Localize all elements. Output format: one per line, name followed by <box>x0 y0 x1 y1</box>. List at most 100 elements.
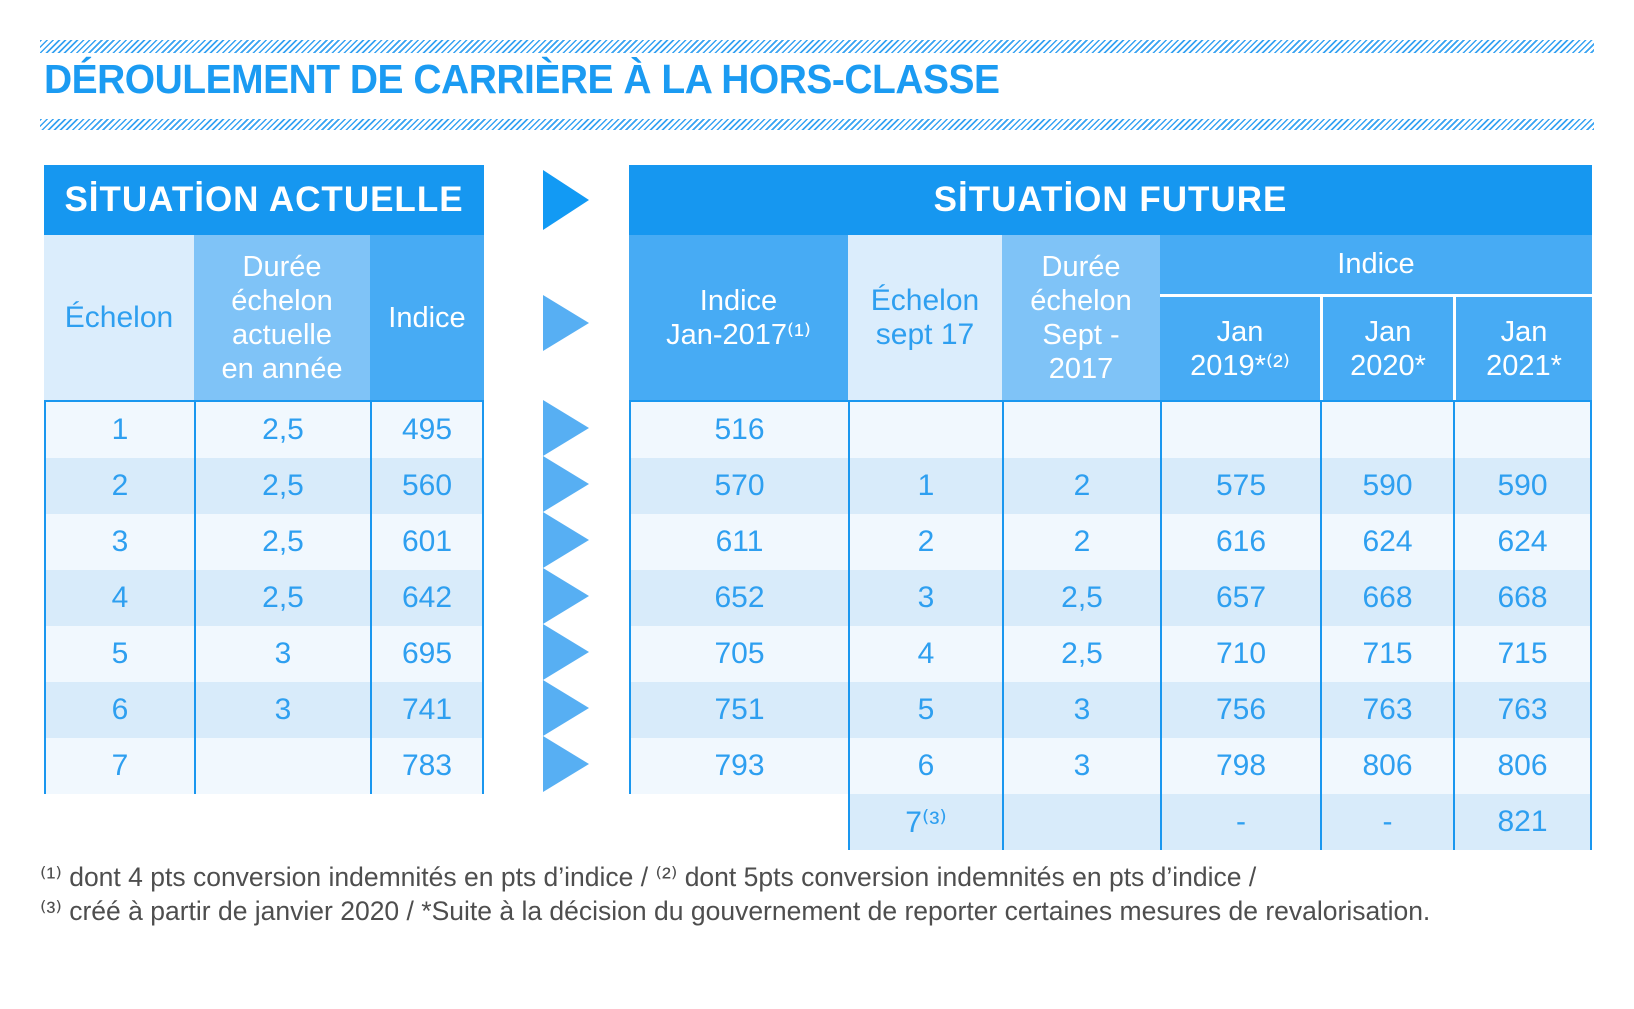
col-header-duree-sept-2017: Durée échelon Sept - 2017 <box>1002 235 1160 400</box>
table-cell: 695 <box>370 626 484 682</box>
current-situation-rows: 1 2,5 495 2 2,5 560 3 2,5 601 4 2,5 642 5 3 695 6 3 741 7 7… <box>44 400 484 794</box>
table-cell: 657 <box>1160 570 1320 626</box>
col-header-echelon: Échelon <box>44 235 194 400</box>
table-cell: 2 <box>44 458 194 514</box>
arrows-column <box>543 165 589 848</box>
table-cell: 652 <box>629 570 848 626</box>
table-row: 652 3 2,5 657 668 668 <box>629 570 1592 626</box>
table-cell: 616 <box>1160 514 1320 570</box>
col-header-echelon-sept-17: Échelon sept 17 <box>848 235 1002 400</box>
col-header-indice: Indice <box>370 235 484 400</box>
table-cell: 7⁽³⁾ <box>848 794 1002 850</box>
table-cell: 705 <box>629 626 848 682</box>
table-cell: 751 <box>629 682 848 738</box>
table-cell <box>848 402 1002 458</box>
col-header-jan-2019: Jan 2019*⁽²⁾ <box>1190 315 1290 382</box>
table-cell <box>1160 402 1320 458</box>
table-row: 7⁽³⁾ - -821 <box>629 794 1592 850</box>
col-header-jan-2021: Jan 2021* <box>1453 297 1592 400</box>
future-situation-column-headers: Indice Jan-2017⁽¹⁾ Échelon sept 17 Durée… <box>629 235 1592 400</box>
current-situation-header: SİTUATİON ACTUELLE <box>44 165 484 235</box>
table-row: 516 <box>629 402 1592 458</box>
table-cell: 2 <box>1002 458 1160 514</box>
table-cell: 741 <box>370 682 484 738</box>
arrow-right-icon <box>543 512 589 568</box>
indice-group-header: Indice Jan 2019*⁽²⁾ Jan 2020* Jan 2021* <box>1160 235 1592 400</box>
future-situation-header: SİTUATİON FUTURE <box>629 165 1592 235</box>
footnotes: ⁽¹⁾ dont 4 pts conversion indemnités en … <box>40 860 1430 928</box>
table-cell: 570 <box>629 458 848 514</box>
table-cell: 763 <box>1320 682 1453 738</box>
table-cell <box>629 794 848 850</box>
col-header-duree-actuelle: Durée échelon actuelle en année <box>194 235 370 400</box>
table-row: 705 4 2,5 710 715 715 <box>629 626 1592 682</box>
table-row: 6 3 741 <box>44 682 484 738</box>
arrow-right-icon <box>543 680 589 736</box>
col-header-indice-jan-2017: Indice Jan-2017⁽¹⁾ <box>629 235 848 400</box>
table-row: 793 6 3 798 806 806 <box>629 738 1592 794</box>
page-title: DÉROULEMENT DE CARRIÈRE À LA HORS-CLASSE <box>44 56 1000 102</box>
table-cell: 715 <box>1320 626 1453 682</box>
table-cell: 668 <box>1453 570 1592 626</box>
table-cell: 668 <box>1320 570 1453 626</box>
table-cell: 3 <box>44 514 194 570</box>
table-cell: 806 <box>1453 738 1592 794</box>
table-row: 5 3 695 <box>44 626 484 682</box>
table-cell: 3 <box>1002 682 1160 738</box>
table-cell: 2,5 <box>1002 626 1160 682</box>
table-row: 751 5 3 756 763 763 <box>629 682 1592 738</box>
table-cell <box>1320 402 1453 458</box>
table-cell: 6 <box>848 738 1002 794</box>
table-cell: - <box>1160 794 1320 850</box>
table-cell: 590 <box>1320 458 1453 514</box>
table-cell: 2,5 <box>194 402 370 458</box>
table-cell: 3 <box>1002 738 1160 794</box>
table-cell: 601 <box>370 514 484 570</box>
arrow-right-icon <box>543 295 589 351</box>
table-cell <box>194 738 370 794</box>
arrow-right-icon <box>543 624 589 680</box>
table-cell: 575 <box>1160 458 1320 514</box>
table-cell: 763 <box>1453 682 1592 738</box>
table-row: 3 2,5 601 <box>44 514 484 570</box>
future-situation-rows: 516 570 1 2 575 590 590 611 2 2 616 624 624 652 3 2,5 65… <box>629 400 1592 850</box>
indice-group-label: Indice <box>1160 235 1592 297</box>
table-cell: 2,5 <box>1002 570 1160 626</box>
current-situation-column-headers: Échelon Durée échelon actuelle en année … <box>44 235 484 400</box>
table-row: 611 2 2 616 624 624 <box>629 514 1592 570</box>
table-cell: 806 <box>1320 738 1453 794</box>
arrow-right-icon <box>543 400 589 456</box>
table-cell: 3 <box>194 682 370 738</box>
indice-group-subcolumns: Jan 2019*⁽²⁾ Jan 2020* Jan 2021* <box>1160 297 1592 400</box>
table-cell: 783 <box>370 738 484 794</box>
arrow-right-icon <box>543 736 589 792</box>
table-row: 1 2,5 495 <box>44 402 484 458</box>
arrow-right-icon <box>543 170 589 230</box>
table-cell: 3 <box>194 626 370 682</box>
table-cell: 2 <box>848 514 1002 570</box>
table-cell: 798 <box>1160 738 1320 794</box>
table-cell <box>1453 402 1592 458</box>
table-cell: 710 <box>1160 626 1320 682</box>
arrow-right-icon <box>543 568 589 624</box>
hatch-stripe-under-title <box>40 119 1594 130</box>
arrow-right-icon <box>543 456 589 512</box>
table-cell: 6 <box>44 682 194 738</box>
table-cell: 821 <box>1453 794 1592 850</box>
table-cell: 2,5 <box>194 514 370 570</box>
table-cell: - <box>1320 794 1453 850</box>
table-cell: 793 <box>629 738 848 794</box>
table-cell: 590 <box>1453 458 1592 514</box>
table-cell: 624 <box>1453 514 1592 570</box>
table-cell: 3 <box>848 570 1002 626</box>
footnote-line-2: ⁽³⁾ créé à partir de janvier 2020 / *Sui… <box>40 896 1431 926</box>
table-cell: 624 <box>1320 514 1453 570</box>
table-cell: 756 <box>1160 682 1320 738</box>
table-cell: 5 <box>848 682 1002 738</box>
table-cell <box>1002 402 1160 458</box>
table-cell: 642 <box>370 570 484 626</box>
table-cell: 560 <box>370 458 484 514</box>
table-cell: 1 <box>44 402 194 458</box>
table-row: 7 783 <box>44 738 484 794</box>
